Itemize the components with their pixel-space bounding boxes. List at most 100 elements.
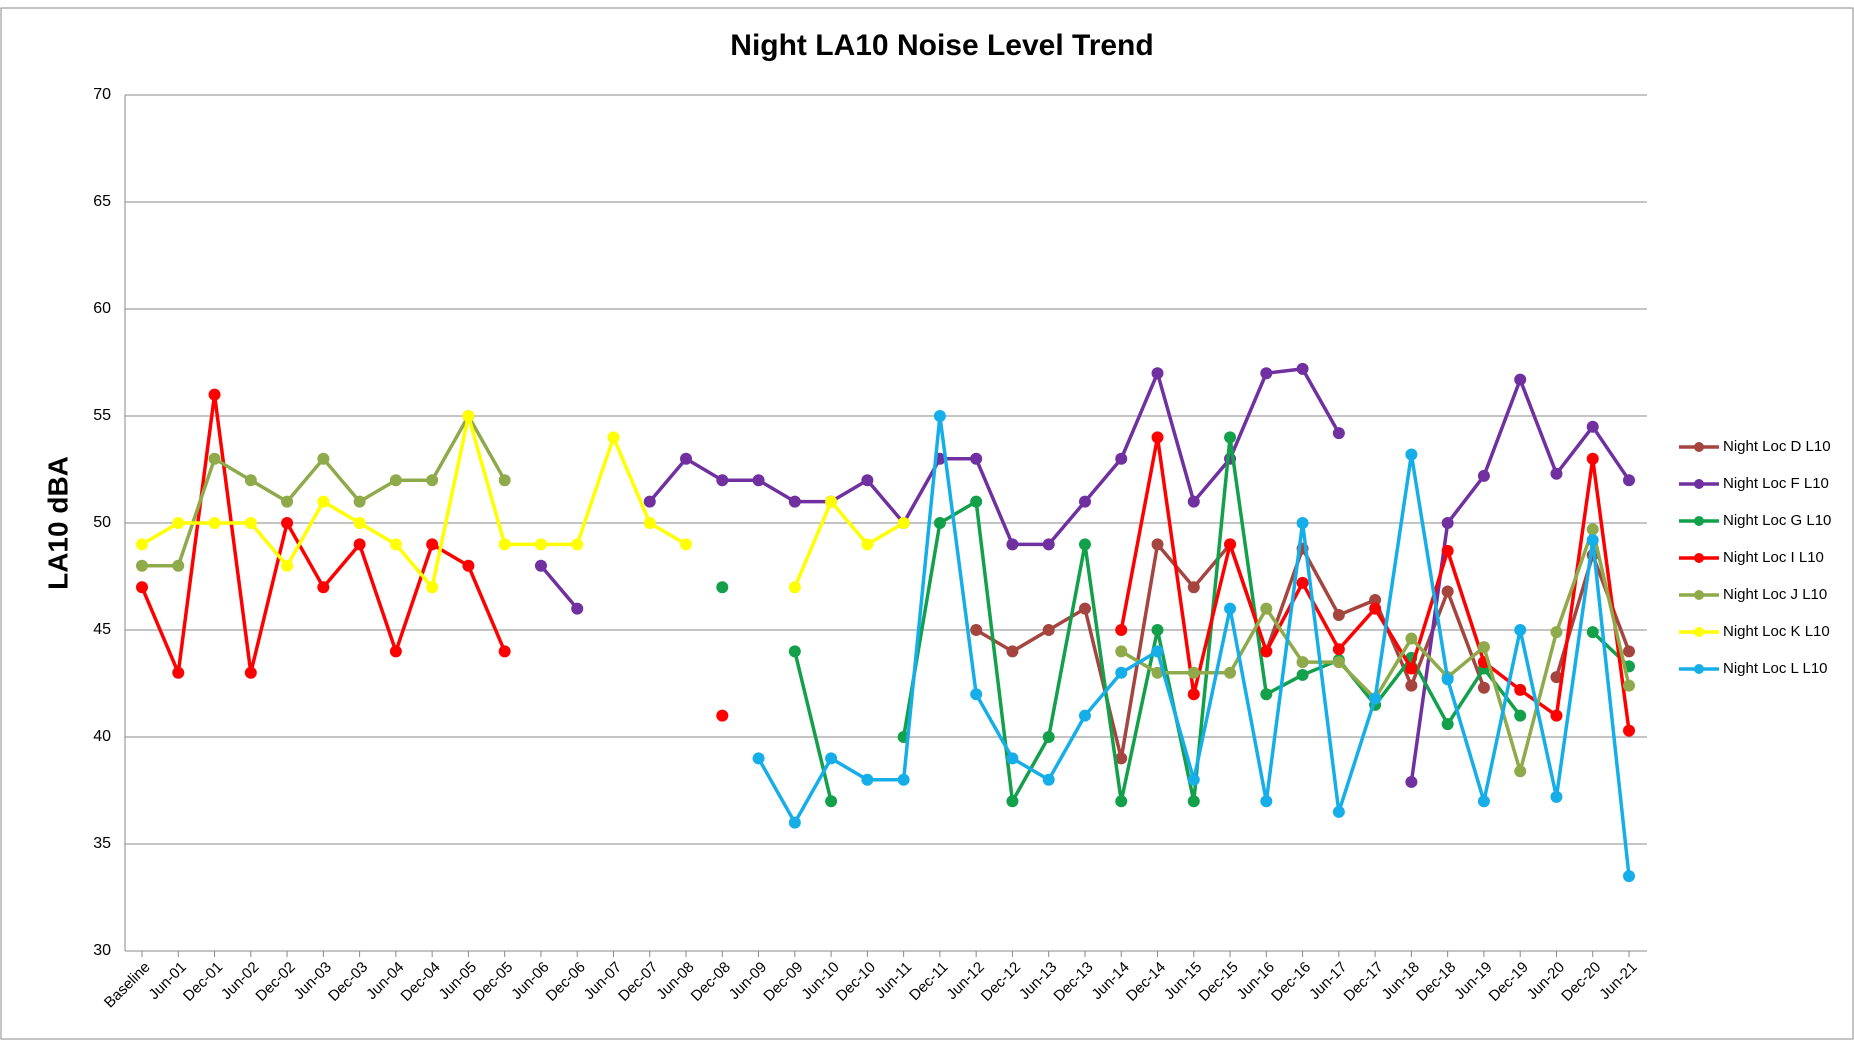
series-marker <box>1369 602 1382 615</box>
series-marker <box>1260 795 1273 808</box>
series-marker <box>1296 362 1309 375</box>
series-marker <box>752 474 765 487</box>
legend-label: Night Loc I L10 <box>1723 549 1824 566</box>
series-marker <box>136 538 148 551</box>
series-marker <box>861 474 874 487</box>
series-marker <box>933 517 946 529</box>
series-marker <box>534 538 547 551</box>
series-marker <box>1151 431 1164 444</box>
series-marker <box>1115 752 1128 765</box>
series-marker <box>861 773 874 786</box>
series-marker <box>1514 683 1527 696</box>
series-marker <box>825 752 838 765</box>
series-marker <box>1405 632 1418 645</box>
series-marker <box>1405 448 1418 461</box>
series-marker <box>1115 452 1128 465</box>
series-marker <box>1078 602 1091 615</box>
series-marker <box>933 410 946 422</box>
series-marker <box>1477 795 1490 808</box>
y-tick-label: 60 <box>93 300 111 317</box>
series-marker <box>1405 775 1418 788</box>
series-marker <box>208 388 221 401</box>
series-marker <box>353 538 366 551</box>
series-marker <box>680 538 693 551</box>
series-marker <box>1224 666 1237 679</box>
series-marker <box>861 538 874 551</box>
series-marker <box>462 559 475 572</box>
legend-marker <box>1694 627 1704 637</box>
series-marker <box>1477 469 1490 482</box>
legend-marker <box>1694 553 1704 563</box>
series-marker <box>1623 679 1635 692</box>
series-marker <box>1623 474 1635 487</box>
series-marker <box>208 452 221 465</box>
series-marker <box>1260 645 1273 658</box>
legend-label: Night Loc G L10 <box>1723 512 1831 529</box>
series-marker <box>317 581 330 594</box>
series-marker <box>1332 427 1345 440</box>
series-marker <box>1550 790 1563 803</box>
series-marker <box>1006 538 1019 551</box>
series-marker <box>281 495 294 508</box>
chart-title: Night LA10 Noise Level Trend <box>730 29 1153 62</box>
series-marker <box>825 795 838 808</box>
series-marker <box>1187 666 1200 679</box>
series-marker <box>1260 688 1273 701</box>
series-marker <box>1586 626 1599 639</box>
series-marker <box>353 495 366 508</box>
series-marker <box>534 559 547 572</box>
series-marker <box>1586 452 1599 465</box>
series-marker <box>1224 431 1237 444</box>
legend-label: Night Loc D L10 <box>1723 438 1831 455</box>
series-marker <box>1369 692 1382 705</box>
series-marker <box>716 709 729 722</box>
series-marker <box>172 517 185 529</box>
series-marker <box>498 645 511 658</box>
series-line <box>793 650 833 802</box>
y-tick-label: 40 <box>93 728 111 745</box>
series-marker <box>1332 656 1345 669</box>
series-marker <box>389 538 402 551</box>
series-marker <box>1296 656 1309 669</box>
series-marker <box>1078 495 1091 508</box>
y-tick-label: 30 <box>93 942 111 959</box>
series-marker <box>1151 666 1164 679</box>
series-marker <box>1550 671 1563 684</box>
series-marker <box>1078 538 1091 551</box>
series-marker <box>1514 373 1527 386</box>
series-marker <box>1514 624 1527 636</box>
series-marker <box>607 431 620 444</box>
series-marker <box>281 517 294 529</box>
series-marker <box>1441 673 1454 686</box>
series-marker <box>897 773 910 786</box>
series-marker <box>1151 367 1164 380</box>
series-marker <box>426 581 439 594</box>
legend-label: Night Loc F L10 <box>1723 475 1829 492</box>
series-marker <box>1006 795 1019 808</box>
series-marker <box>1187 581 1200 594</box>
series-marker <box>1296 668 1309 681</box>
series-marker <box>1296 517 1309 529</box>
series-marker <box>1006 645 1019 658</box>
series-marker <box>1296 576 1309 589</box>
series-marker <box>462 410 475 422</box>
series-marker <box>172 666 185 679</box>
series-marker <box>1477 641 1490 654</box>
series-marker <box>1151 624 1164 636</box>
series-marker <box>1224 602 1237 615</box>
series-marker <box>1260 367 1273 380</box>
series-marker <box>716 474 729 487</box>
series-line <box>141 414 687 589</box>
series-marker <box>571 538 584 551</box>
series-marker <box>970 495 983 508</box>
series-marker <box>1151 538 1164 551</box>
legend-marker <box>1694 516 1704 526</box>
series-marker <box>1006 752 1019 765</box>
series-marker <box>498 538 511 551</box>
series-marker <box>1042 624 1055 636</box>
series-marker <box>788 581 801 594</box>
series-marker <box>897 517 910 529</box>
series-marker <box>1151 645 1164 658</box>
legend-marker <box>1694 479 1704 489</box>
series-marker <box>1405 662 1418 675</box>
